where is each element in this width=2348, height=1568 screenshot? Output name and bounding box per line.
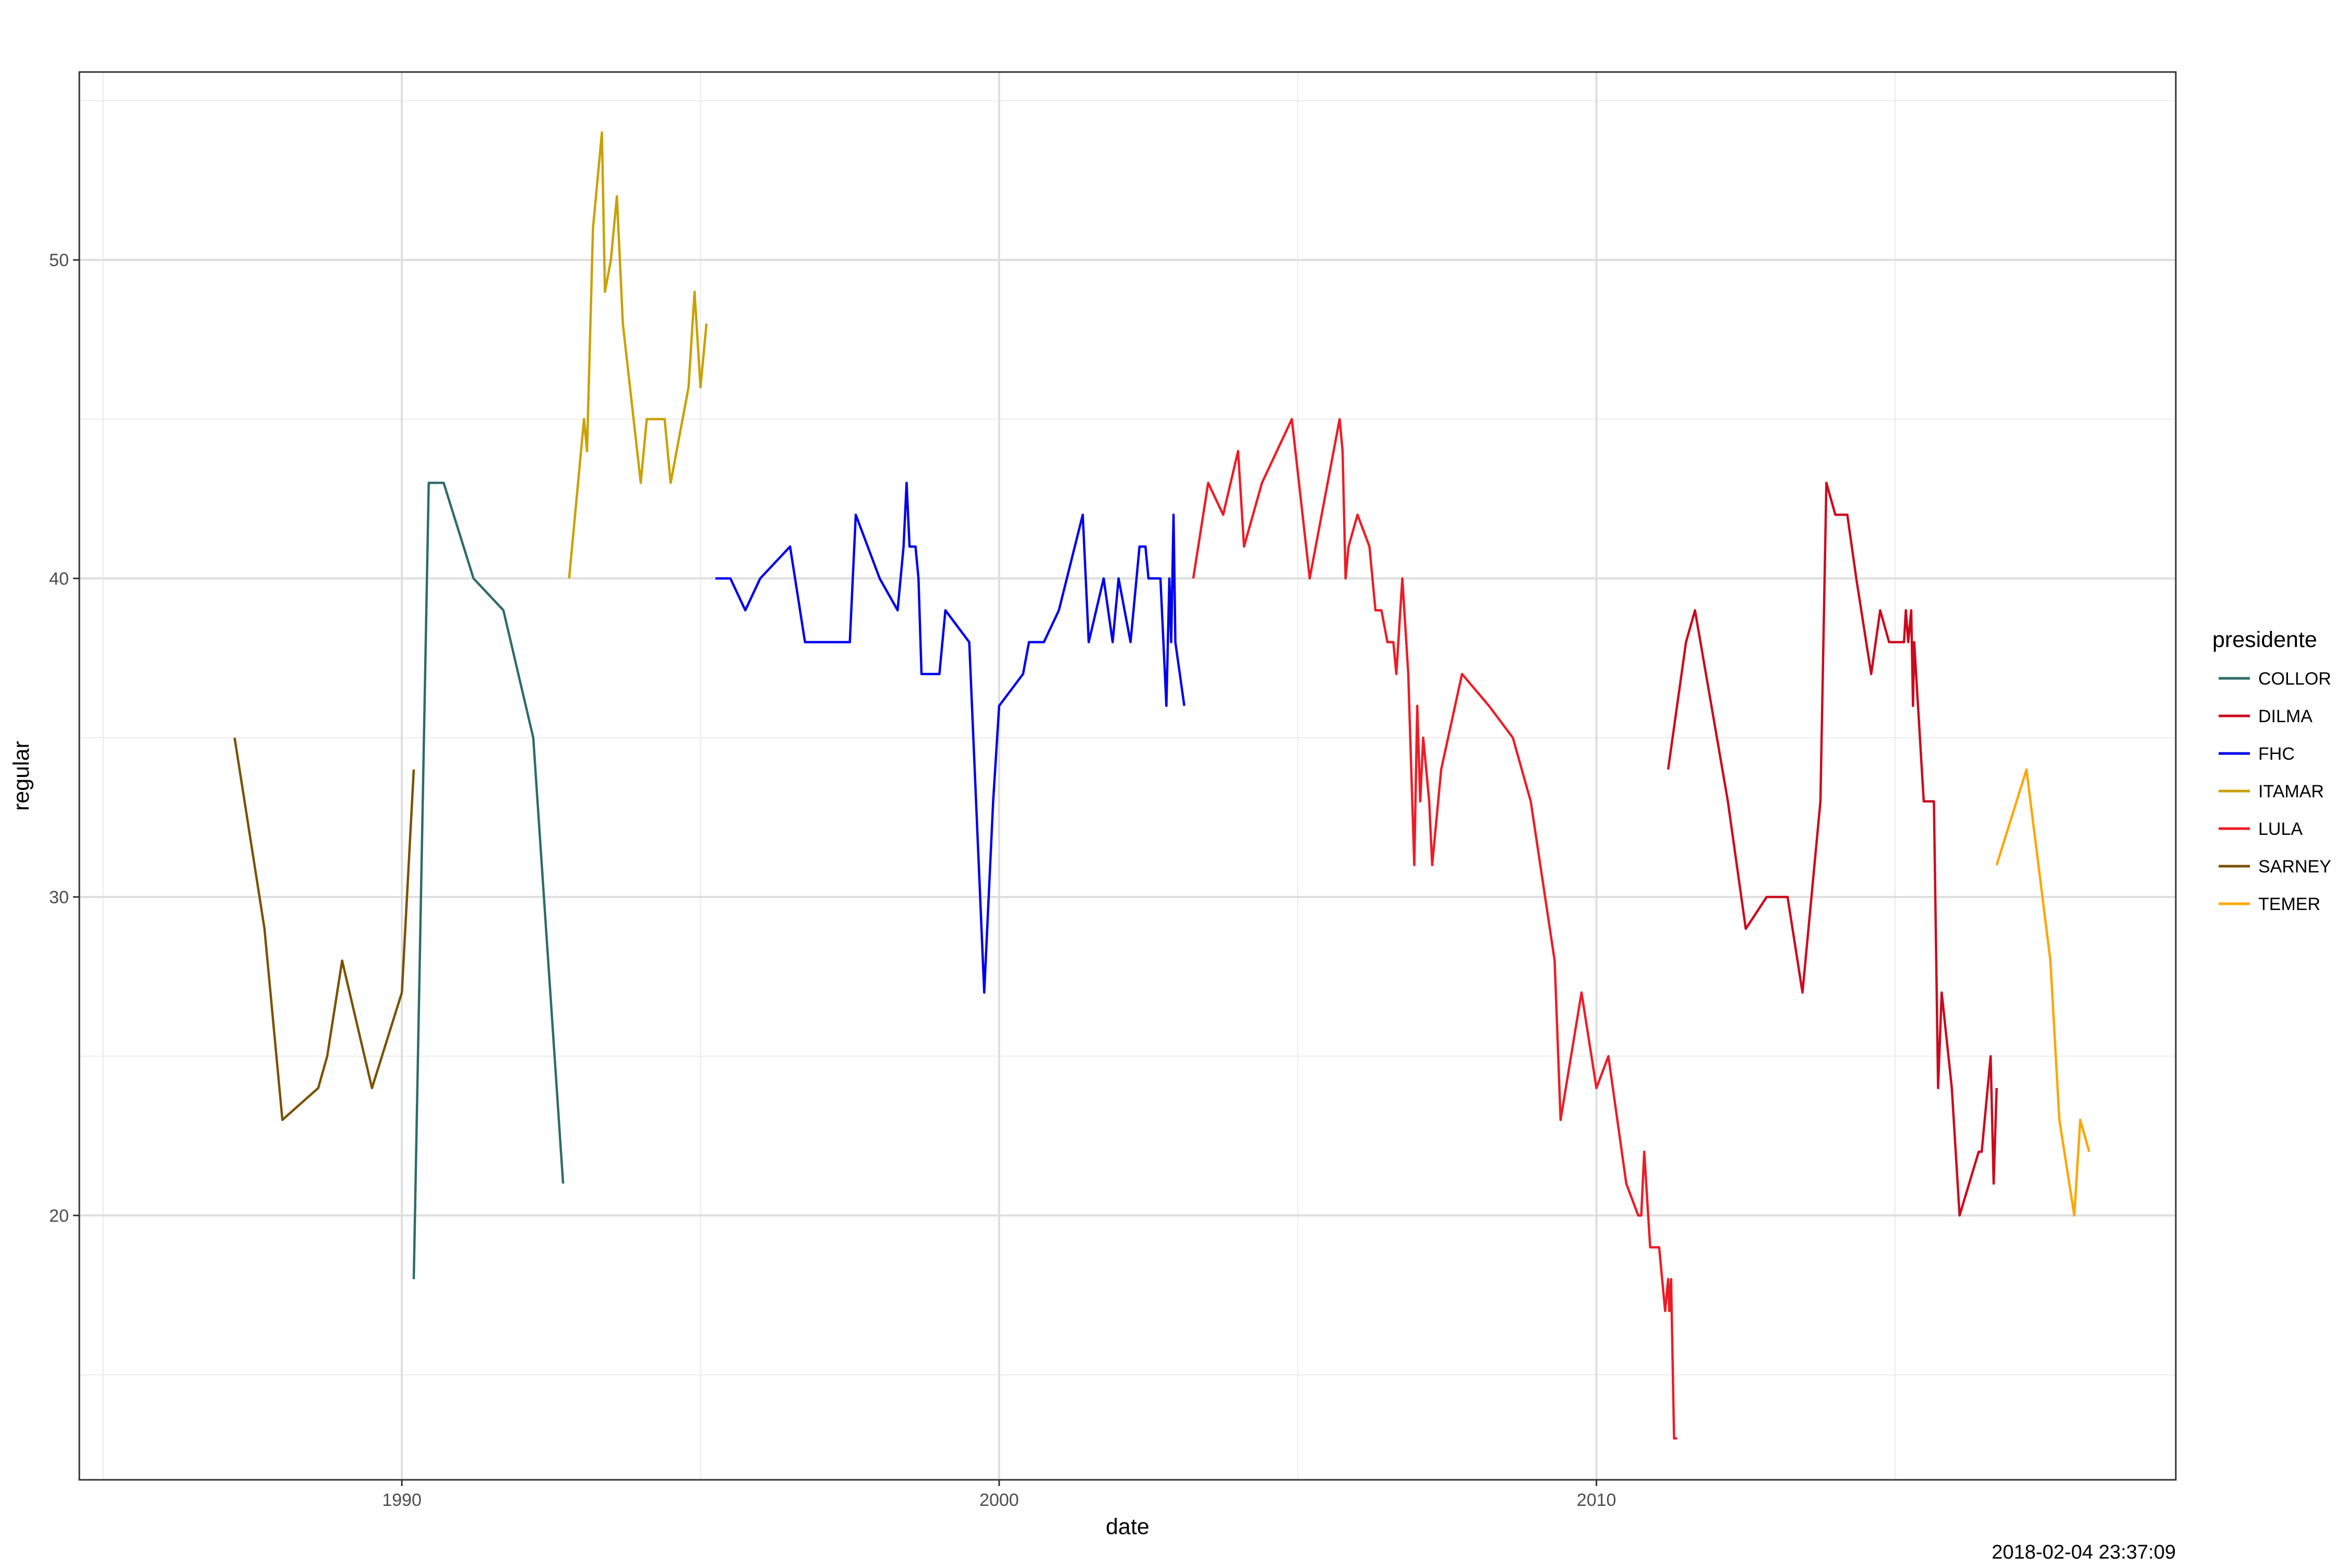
legend: COLLOR DILMA FHC ITAMAR LULA SARNEY TEMER [2219,669,2331,914]
legend-item-itamar: ITAMAR [2219,782,2324,801]
legend-label: SARNEY [2258,857,2331,877]
legend-label: LULA [2258,819,2303,839]
legend-item-collor: COLLOR [2219,669,2331,689]
legend-label: DILMA [2258,707,2313,726]
x-tick-label: 2010 [1577,1490,1616,1510]
series-line-sarney [233,737,415,1121]
grid [79,72,2176,1480]
plot-caption: 2018-02-04 23:37:09 [1992,1541,2176,1563]
series-line-itamar [568,131,708,579]
legend-item-lula: LULA [2219,819,2303,839]
axis-ticks: 1990 2000 2010 20 30 40 50 [49,250,1616,1510]
x-axis-label: date [1106,1514,1149,1539]
y-axis-label: regular [9,741,34,811]
legend-item-dilma: DILMA [2219,707,2313,726]
series-line-lula [1192,418,1678,1440]
legend-label: ITAMAR [2258,782,2324,801]
y-tick-label: 40 [49,569,69,589]
x-tick-label: 1990 [382,1490,422,1510]
y-tick-label: 50 [49,250,69,270]
x-tick-label: 2000 [979,1490,1019,1510]
series-line-collor [412,482,565,1279]
y-tick-label: 20 [49,1206,69,1226]
series-line-fhc [715,482,1185,994]
series-line-dilma [1667,482,1998,1217]
legend-label: COLLOR [2258,669,2331,689]
series-lines [233,131,2091,1440]
legend-item-sarney: SARNEY [2219,857,2331,877]
series-line-temer [1995,768,2091,1217]
legend-label: TEMER [2258,894,2320,914]
legend-item-temer: TEMER [2219,894,2320,914]
y-tick-label: 30 [49,888,69,907]
legend-label: FHC [2258,744,2295,764]
panel-border [78,71,2177,1481]
legend-item-fhc: FHC [2219,744,2295,764]
legend-title: presidente [2212,627,2317,652]
